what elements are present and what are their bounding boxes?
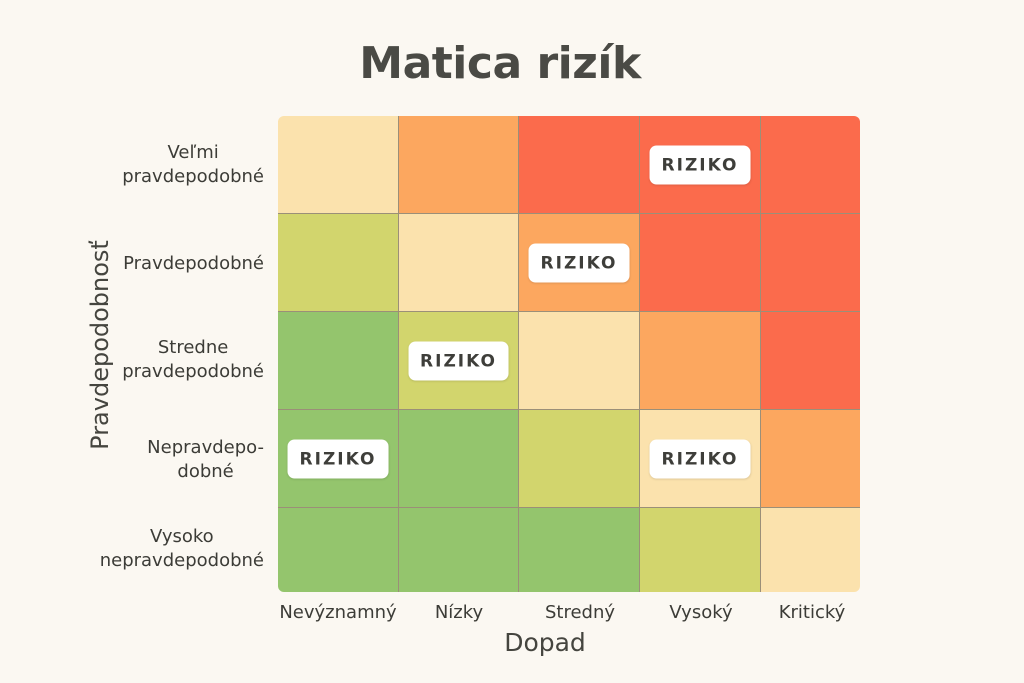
matrix-cell bbox=[640, 508, 761, 592]
risk-badge: RIZIKO bbox=[287, 439, 389, 478]
matrix-cell bbox=[761, 214, 860, 312]
matrix-cell bbox=[761, 410, 860, 508]
matrix-cell bbox=[278, 116, 399, 214]
matrix-cell bbox=[399, 410, 519, 508]
matrix-cell bbox=[519, 508, 640, 592]
matrix-cell bbox=[399, 116, 519, 214]
risk-badge: RIZIKO bbox=[528, 243, 630, 282]
risk-badge: RIZIKO bbox=[649, 145, 751, 184]
matrix-cell bbox=[399, 508, 519, 592]
matrix-cell bbox=[519, 116, 640, 214]
matrix-cell bbox=[761, 116, 860, 214]
matrix-cell: RIZIKO bbox=[399, 312, 519, 410]
matrix-cell bbox=[278, 508, 399, 592]
matrix-cell bbox=[640, 214, 761, 312]
column-label: Stredný bbox=[544, 602, 616, 623]
matrix-cell bbox=[399, 214, 519, 312]
matrix-cell bbox=[761, 312, 860, 410]
risk-badge: RIZIKO bbox=[408, 341, 509, 380]
column-label: Vysoký bbox=[669, 602, 733, 623]
matrix-cell bbox=[278, 312, 399, 410]
column-label: Nízky bbox=[434, 602, 484, 623]
y-axis-label: Pravdepodobnosť bbox=[86, 240, 114, 450]
column-label: Nevýznamný bbox=[279, 602, 397, 623]
matrix-cell: RIZIKO bbox=[519, 214, 640, 312]
row-label: Pravdepodobné bbox=[123, 253, 264, 274]
row-label: Veľmi pravdepodobné bbox=[122, 142, 264, 187]
matrix-cell bbox=[761, 508, 860, 592]
risk-badge: RIZIKO bbox=[649, 439, 751, 478]
matrix-cell bbox=[519, 312, 640, 410]
row-label: Stredne pravdepodobné bbox=[122, 337, 264, 382]
matrix-cell bbox=[278, 214, 399, 312]
risk-matrix-grid: RIZIKO RIZIKO RIZIKO RIZIKO RIZIKO bbox=[278, 116, 860, 592]
matrix-cell bbox=[640, 312, 761, 410]
matrix-cell: RIZIKO bbox=[640, 116, 761, 214]
row-label: Nepravdepo-dobné bbox=[147, 437, 264, 482]
matrix-cell: RIZIKO bbox=[640, 410, 761, 508]
matrix-cell: RIZIKO bbox=[278, 410, 399, 508]
column-label: Kritický bbox=[778, 602, 846, 623]
chart-title: Matica rizík bbox=[359, 38, 641, 89]
row-label: Vysoko nepravdepodobné bbox=[99, 526, 264, 571]
matrix-cell bbox=[519, 410, 640, 508]
x-axis-label: Dopad bbox=[504, 628, 586, 657]
